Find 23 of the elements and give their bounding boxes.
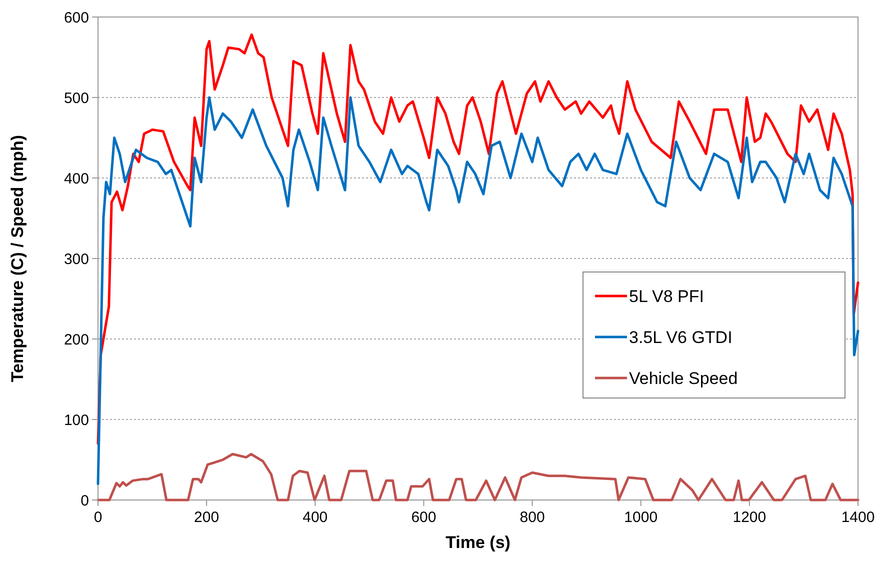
- x-tick-label: 1200: [732, 509, 766, 526]
- line-series: [96, 96, 860, 486]
- x-tick-label: 800: [520, 509, 545, 526]
- legend-label: 5L V8 PFI: [629, 286, 704, 306]
- legend-label: 3.5L V6 GTDI: [629, 328, 732, 347]
- legend-label: Vehicle Speed: [629, 368, 738, 388]
- y-tick-label: 100: [64, 412, 89, 429]
- y-tick-label: 0: [80, 492, 89, 510]
- x-tick-label: 600: [411, 509, 436, 526]
- x-tick-label: 400: [302, 509, 328, 526]
- y-axis-title: Temperature (C) / Speed (mph): [8, 134, 27, 382]
- y-tick-label: 500: [64, 90, 89, 107]
- y-tick-label: 300: [64, 250, 89, 268]
- y-tick-label: 600: [64, 9, 89, 26]
- x-tick-label: 1000: [624, 509, 658, 526]
- y-tick-label: 400: [64, 170, 89, 188]
- x-axis-title: Time (s): [446, 533, 510, 552]
- x-tick-label: 0: [94, 509, 102, 526]
- x-tick-label: 200: [194, 509, 220, 526]
- x-tick-label: 1400: [841, 509, 875, 526]
- line-series: [96, 33, 860, 445]
- line-series: [96, 452, 860, 502]
- y-tick-label: 200: [64, 331, 89, 348]
